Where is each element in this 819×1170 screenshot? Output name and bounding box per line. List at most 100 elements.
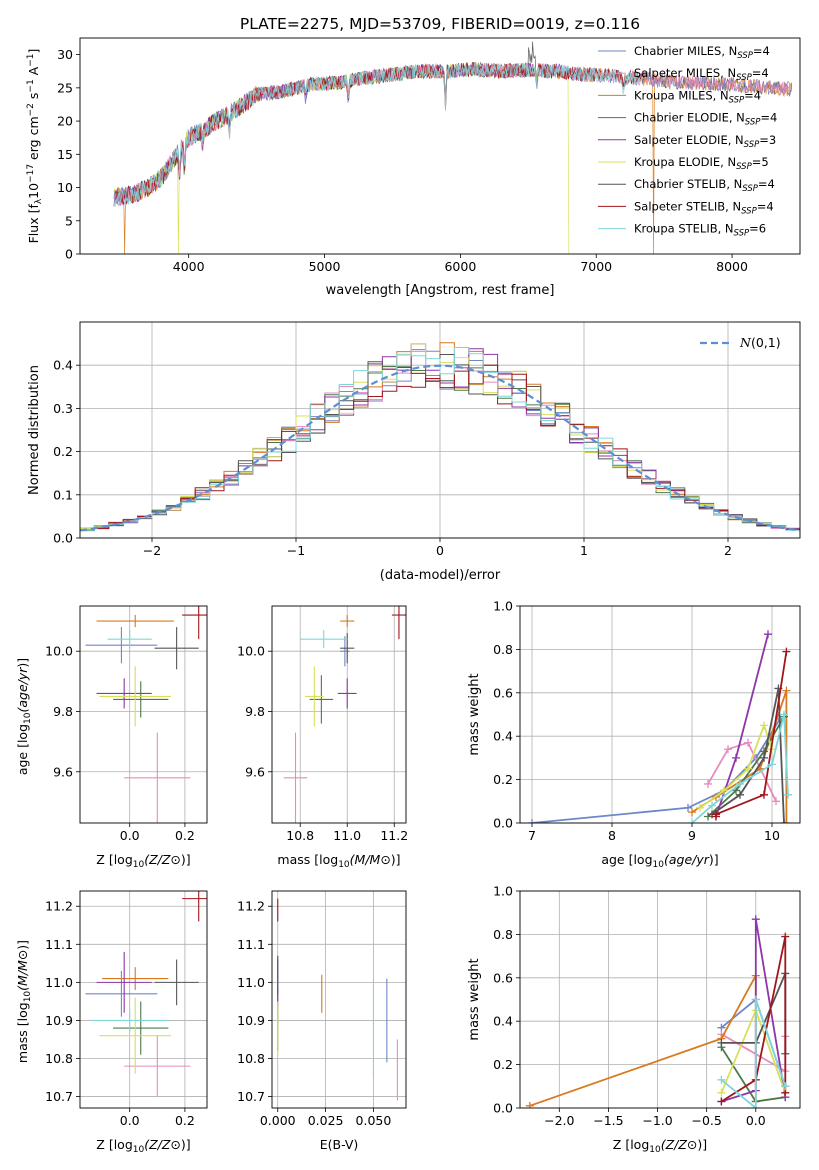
plot-area bbox=[113, 41, 793, 254]
weight-marker-kroupa-miles bbox=[688, 808, 696, 817]
y-axis-label: Normed distribution bbox=[27, 365, 42, 495]
x-tick-label: 8000 bbox=[716, 259, 748, 274]
y-tick-label: 9.8 bbox=[245, 704, 265, 719]
y-tick-label: 9.6 bbox=[245, 764, 265, 779]
plot-area bbox=[283, 606, 406, 823]
age_vs_mass-panel: 10.8 11.0 11.2 9.6 9.8 10.0 mass [log10(M/M⊙)] bbox=[237, 605, 408, 870]
axes-frame bbox=[271, 890, 407, 1109]
axis-label: mass [log10(M/M⊙)] bbox=[15, 940, 33, 1063]
spectrum-line-kroupa-stelib bbox=[114, 62, 644, 207]
x-tick-label: 0.2 bbox=[175, 1113, 195, 1128]
x-tick-label: 0 bbox=[436, 543, 444, 558]
weight-marker-kroupa-stelib bbox=[736, 779, 744, 788]
x-tick-label: 7 bbox=[528, 828, 536, 843]
y-tick-label: 0.0 bbox=[53, 531, 73, 546]
axes-frame bbox=[79, 890, 208, 1109]
legend-label: Salpeter STELIB, NSSP=4 bbox=[634, 199, 774, 216]
spectrum-line-salpeter-stelib bbox=[114, 62, 644, 205]
figure-title: PLATE=2275, MJD=53709, FIBERID=0019, z=0… bbox=[240, 15, 640, 33]
x-tick-label: 11.0 bbox=[333, 828, 361, 843]
axis-label: Z [log10(Z/Z⊙)] bbox=[96, 1137, 190, 1155]
axes-frame bbox=[79, 37, 801, 255]
weight-marker-salpeter-miles bbox=[724, 745, 732, 754]
y-tick-label: 0.4 bbox=[493, 1014, 513, 1029]
histogram-salpeter-stelib bbox=[80, 364, 800, 531]
x-tick-label: 5000 bbox=[309, 259, 341, 274]
x-tick-label: −2 bbox=[143, 543, 161, 558]
axes-frame bbox=[519, 605, 801, 824]
weight-marker-salpeter-stelib bbox=[760, 790, 768, 799]
y-tick-label: 0.1 bbox=[53, 487, 73, 502]
y-tick-label: 10.8 bbox=[237, 1051, 265, 1066]
x-tick-label: 0.050 bbox=[356, 1113, 392, 1128]
x-tick-label: −1.0 bbox=[642, 1113, 672, 1128]
y-tick-label: 10.0 bbox=[45, 644, 73, 659]
spectrum-panel: 4000 5000 6000 7000 8000 0 5 10 15 20 25 30 waveleng… bbox=[26, 37, 801, 298]
weight-marker-chabrier-stelib bbox=[736, 790, 744, 799]
axis-label: age [log10(age/yr)] bbox=[15, 658, 33, 775]
x-tick-label: −1.5 bbox=[593, 1113, 623, 1128]
legend-label: N(0,1) bbox=[739, 335, 781, 350]
weight-marker-chabrier-miles bbox=[528, 819, 536, 823]
y-tick-label: 10.9 bbox=[45, 1013, 73, 1028]
x-tick-label: −1 bbox=[287, 543, 305, 558]
y-tick-label: 15 bbox=[57, 147, 73, 162]
y-tick-label: 10.7 bbox=[45, 1089, 73, 1104]
y-tick-label: 0 bbox=[65, 247, 73, 262]
axes-frame bbox=[79, 605, 208, 824]
y-tick-label: 0.6 bbox=[493, 970, 513, 985]
weight-marker-kroupa-stelib bbox=[784, 790, 792, 799]
weight-marker-salpeter-elodie bbox=[732, 753, 740, 762]
age_vs_Z-panel: 0.0 0.2 9.6 9.8 10.0 Z [log10(Z/Z⊙)] age [log1… bbox=[15, 605, 208, 870]
y-tick-label: 25 bbox=[57, 80, 73, 95]
weight-marker-kroupa-elodie bbox=[696, 803, 704, 812]
y-tick-label: 30 bbox=[57, 47, 73, 62]
x-tick-label: 1 bbox=[580, 543, 588, 558]
y-tick-label: 10.0 bbox=[237, 644, 265, 659]
weight-marker-kroupa-stelib bbox=[751, 1104, 760, 1108]
x-tick-label: −0.5 bbox=[691, 1113, 721, 1128]
x-tick-label: 0.025 bbox=[308, 1113, 344, 1128]
weight-marker-kroupa-elodie bbox=[717, 1088, 726, 1097]
y-tick-label: 0.3 bbox=[53, 401, 73, 416]
legend-label: Chabrier STELIB, NSSP=4 bbox=[634, 177, 775, 194]
axes-frame bbox=[271, 605, 407, 824]
y-tick-label: 0.8 bbox=[493, 927, 513, 942]
x-tick-label: 11.2 bbox=[380, 828, 408, 843]
weight-line-kroupa-stelib bbox=[720, 999, 787, 1108]
weight-marker-kroupa-stelib bbox=[717, 1075, 726, 1084]
y-tick-label: 0.2 bbox=[53, 444, 73, 459]
weight-marker-salpeter-miles bbox=[744, 738, 752, 747]
weight-marker-salpeter-elodie bbox=[764, 630, 772, 639]
weight-marker-kroupa-elodie bbox=[720, 786, 728, 795]
weight-marker-kroupa-miles bbox=[782, 686, 791, 695]
y-tick-label: 0.6 bbox=[493, 685, 513, 700]
y-tick-label: 9.6 bbox=[53, 764, 73, 779]
x-tick-label: 0.0 bbox=[120, 1113, 140, 1128]
weight-marker-chabrier-stelib bbox=[760, 753, 768, 762]
axis-label: mass [log10(M/M⊙)] bbox=[277, 852, 400, 870]
y-tick-label: 11.1 bbox=[45, 937, 73, 952]
weight-marker-kroupa-stelib bbox=[751, 995, 760, 1004]
y-tick-label: 11.0 bbox=[45, 975, 73, 990]
weight-marker-kroupa-stelib bbox=[781, 1082, 790, 1091]
mass_vs_EBV-panel: 0.000 0.025 0.050 10.7 10.8 10.9 11.0 11.1 11.2 E… bbox=[237, 890, 407, 1152]
residuals-panel: −2 −1 0 1 2 0.0 0.1 0.2 0.3 0.4 (data-model)/error… bbox=[27, 321, 801, 583]
y-tick-label: 0.2 bbox=[493, 1057, 513, 1072]
plot-area bbox=[528, 630, 792, 823]
x-tick-label: 6000 bbox=[444, 259, 476, 274]
legend-label: Kroupa ELODIE, NSSP=5 bbox=[634, 155, 769, 172]
mass_vs_Z-panel: 0.0 0.2 10.7 10.8 10.9 11.0 11.1 11.2 Z [log10(Z… bbox=[15, 890, 208, 1155]
x-tick-label: 10.8 bbox=[286, 828, 314, 843]
gaussian-curve bbox=[80, 364, 800, 532]
x-tick-label: 0.0 bbox=[746, 1113, 766, 1128]
x-tick-label: 8 bbox=[608, 828, 616, 843]
y-tick-label: 20 bbox=[57, 114, 73, 129]
weight-marker-salpeter-stelib bbox=[782, 647, 791, 656]
x-tick-label: 0.000 bbox=[260, 1113, 296, 1128]
axis-label: age [log10(age/yr)] bbox=[601, 852, 718, 870]
legend-label: Salpeter MILES, NSSP=4 bbox=[634, 66, 769, 83]
weight-marker-salpeter-stelib bbox=[712, 810, 720, 819]
